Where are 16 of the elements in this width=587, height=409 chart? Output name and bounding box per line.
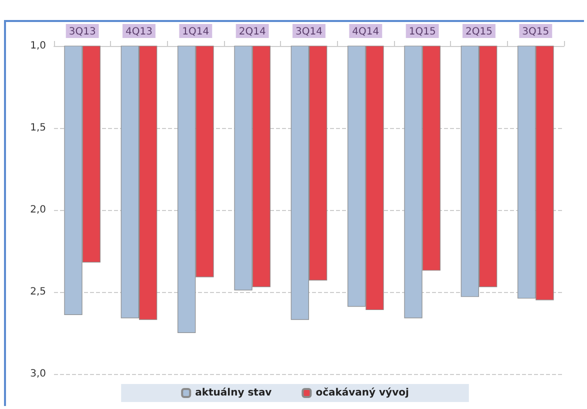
- x-tick-label: 1Q15: [408, 26, 436, 38]
- y-tick-label: 1,0: [30, 40, 46, 52]
- x-tick-label: 4Q13: [126, 26, 152, 38]
- x-tick-label: 2Q14: [238, 26, 266, 38]
- y-tick-label: 2,5: [30, 286, 46, 298]
- x-tick-label: 3Q15: [522, 26, 550, 38]
- y-tick-label: 2,0: [30, 204, 46, 216]
- x-tick-label: 1Q14: [182, 26, 210, 38]
- legend-label: očakávaný vývoj: [316, 388, 409, 398]
- x-tick-label: 3Q14: [296, 26, 322, 38]
- x-tick-label: 3Q13: [68, 26, 96, 38]
- x-tick-label: 2Q15: [466, 26, 492, 38]
- y-tick-label: 3,0: [30, 368, 46, 380]
- x-tick-label: 4Q14: [352, 26, 380, 38]
- legend-label: aktuálny stav: [195, 388, 272, 398]
- y-tick-label: 1,5: [30, 122, 46, 134]
